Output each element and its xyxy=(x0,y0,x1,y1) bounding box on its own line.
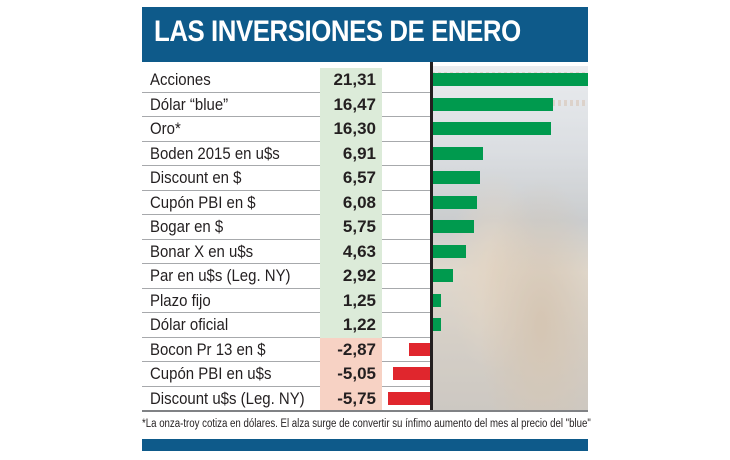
table-row: Cupón PBI en $ 6,08 xyxy=(142,190,432,216)
positive-bar xyxy=(432,97,553,111)
table-row: Cupón PBI en u$s -5,05 xyxy=(142,362,432,387)
row-value: 4,63 xyxy=(320,239,382,265)
row-label: Bogar en $ xyxy=(150,217,224,236)
footnote: *La onza-troy cotiza en dólares. El alza… xyxy=(142,418,591,430)
table-row: Boden 2015 en u$s 6,91 xyxy=(142,141,432,167)
background-photo-trading-floor xyxy=(432,66,588,410)
row-label: Dólar oficial xyxy=(150,315,229,334)
row-label: Bonar X en u$s xyxy=(150,241,254,261)
row-value: 5,75 xyxy=(320,215,382,240)
row-value: -2,87 xyxy=(320,337,382,363)
row-value: 6,91 xyxy=(320,141,382,167)
positive-bar xyxy=(432,73,588,86)
negative-bar xyxy=(408,342,430,356)
row-label: Discount u$s (Leg. NY) xyxy=(150,388,305,408)
row-label: Par en u$s (Leg. NY) xyxy=(150,266,291,285)
row-label: Plazo fijo xyxy=(150,290,211,310)
bottom-divider xyxy=(142,410,588,412)
positive-bar xyxy=(432,122,552,135)
row-value: 6,08 xyxy=(320,190,382,216)
table-row: Bocon Pr 13 en $ -2,87 xyxy=(142,337,432,363)
positive-bar xyxy=(432,244,466,258)
negative-bar xyxy=(393,367,430,380)
table-row: Dólar oficial 1,22 xyxy=(142,313,432,338)
row-value: 1,25 xyxy=(320,288,382,314)
table-row: Bonar X en u$s 4,63 xyxy=(142,239,432,265)
chart-title: LAS INVERSIONES DE ENERO xyxy=(154,15,521,48)
positive-bar xyxy=(432,171,481,184)
positive-bar xyxy=(432,195,477,209)
table-row: Oro* 16,30 xyxy=(142,117,432,142)
positive-bar xyxy=(432,146,483,160)
zero-axis xyxy=(430,62,433,411)
chart-header: LAS INVERSIONES DE ENERO xyxy=(142,7,588,62)
row-value: 1,22 xyxy=(320,313,382,338)
row-value: 16,30 xyxy=(320,117,382,142)
row-value: 16,47 xyxy=(320,92,382,118)
row-value: -5,75 xyxy=(320,386,382,412)
row-label: Acciones xyxy=(150,70,211,89)
row-value: 2,92 xyxy=(320,264,382,289)
table-row: Acciones 21,31 xyxy=(142,68,432,93)
positive-bar xyxy=(432,318,441,331)
row-label: Cupón PBI en $ xyxy=(150,192,256,212)
row-label: Cupón PBI en u$s xyxy=(150,364,272,383)
footer-bar xyxy=(142,439,588,451)
row-label: Dólar “blue” xyxy=(150,94,229,114)
row-label: Bocon Pr 13 en $ xyxy=(150,339,266,359)
data-table: Acciones 21,31 Dólar “blue” 16,47 Oro* 16,30 B… xyxy=(142,68,432,412)
table-row: Discount en $ 6,57 xyxy=(142,166,432,191)
row-value: 6,57 xyxy=(320,166,382,191)
row-label: Boden 2015 en u$s xyxy=(150,143,280,163)
positive-bar xyxy=(432,293,442,307)
row-value: 21,31 xyxy=(320,68,382,93)
row-label: Discount en $ xyxy=(150,168,242,187)
positive-bar xyxy=(432,220,475,233)
table-row: Dólar “blue” 16,47 xyxy=(142,92,432,118)
row-value: -5,05 xyxy=(320,362,382,387)
row-label: Oro* xyxy=(150,119,181,138)
positive-bar xyxy=(432,269,454,282)
table-row: Bogar en $ 5,75 xyxy=(142,215,432,240)
table-row: Plazo fijo 1,25 xyxy=(142,288,432,314)
table-row: Par en u$s (Leg. NY) 2,92 xyxy=(142,264,432,289)
negative-bar xyxy=(387,391,430,405)
